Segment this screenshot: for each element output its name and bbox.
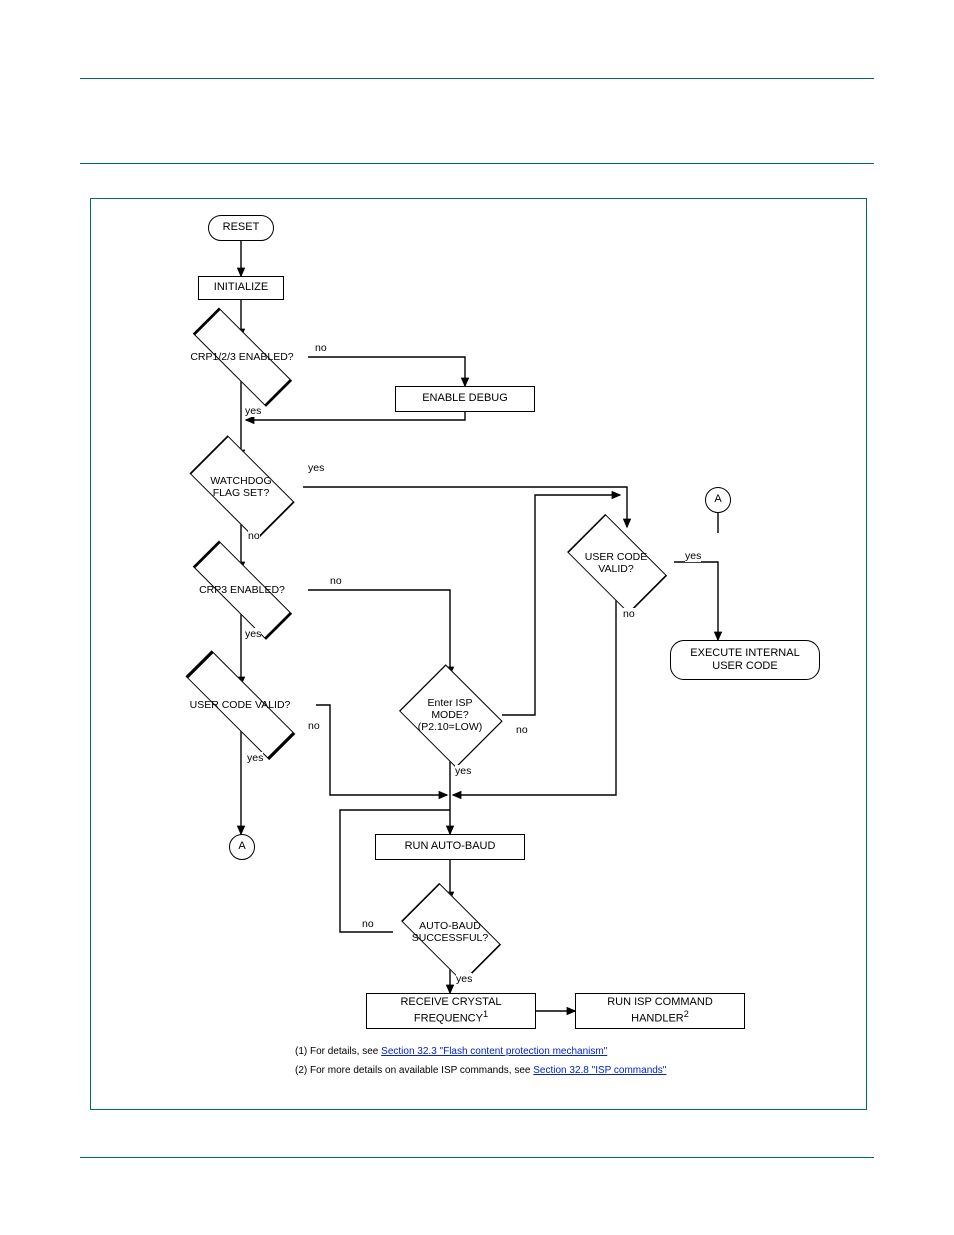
edge-ucv-left-yes: yes xyxy=(247,752,263,764)
rule-mid xyxy=(80,163,874,164)
label: A xyxy=(714,493,721,506)
label: A xyxy=(238,840,245,853)
footnote-1-link[interactable]: Section 32.3 "Flash content protection m… xyxy=(381,1046,607,1057)
edge-ab-no: no xyxy=(362,918,374,930)
label: USER CODEVALID? xyxy=(585,551,647,575)
edge-ucv-left-no: no xyxy=(308,720,320,732)
edge-isp-yes: yes xyxy=(455,765,471,777)
label: Enter ISPMODE?(P2.10=LOW) xyxy=(418,697,482,733)
edge-isp-no: no xyxy=(516,724,528,736)
node-initialize: INITIALIZE xyxy=(198,276,284,300)
edge-crp3-no: no xyxy=(330,575,342,587)
node-crp3: CRP3 ENABLED? xyxy=(172,565,312,615)
node-recv-crystal: RECEIVE CRYSTALFREQUENCY1 xyxy=(366,993,536,1029)
label: CRP1/2/3 ENABLED? xyxy=(190,351,293,363)
node-run-autobaud: RUN AUTO-BAUD xyxy=(375,834,525,860)
label: RECEIVE CRYSTALFREQUENCY1 xyxy=(400,996,501,1026)
label: RUN AUTO-BAUD xyxy=(405,840,496,853)
node-enable-debug: ENABLE DEBUG xyxy=(395,386,535,412)
edge-ucv-right-yes: yes xyxy=(685,550,701,562)
edge-watchdog-no: no xyxy=(248,530,260,542)
label: CRP3 ENABLED? xyxy=(199,584,285,596)
label: AUTO-BAUDSUCCESSFUL? xyxy=(412,920,488,944)
node-autobaud-ok: AUTO-BAUDSUCCESSFUL? xyxy=(390,895,510,969)
node-reset: RESET xyxy=(208,215,274,241)
edge-ab-yes: yes xyxy=(456,973,472,985)
rule-bot xyxy=(80,1157,874,1158)
edge-ucv-right-no: no xyxy=(623,608,635,620)
node-crp123: CRP1/2/3 ENABLED? xyxy=(172,332,312,382)
label: RESET xyxy=(223,221,260,234)
footnote-2: (2) For more details on available ISP co… xyxy=(295,1065,666,1076)
node-exec-user: EXECUTE INTERNALUSER CODE xyxy=(670,640,820,680)
edge-crp123-yes: yes xyxy=(245,405,261,417)
footnote-1: (1) For details, see Section 32.3 "Flash… xyxy=(295,1046,607,1057)
edge-crp3-yes: yes xyxy=(245,628,261,640)
label: ENABLE DEBUG xyxy=(422,392,508,405)
edge-crp123-no: no xyxy=(315,342,327,354)
label: WATCHDOGFLAG SET? xyxy=(210,475,271,499)
label: RUN ISP COMMANDHANDLER2 xyxy=(607,996,713,1026)
node-run-isp: RUN ISP COMMANDHANDLER2 xyxy=(575,993,745,1029)
label: INITIALIZE xyxy=(214,281,268,294)
node-watchdog: WATCHDOGFLAG SET? xyxy=(176,450,306,524)
edge-watchdog-yes: yes xyxy=(308,462,324,474)
node-isp-mode: Enter ISPMODE?(P2.10=LOW) xyxy=(395,670,505,760)
connector-a-left: A xyxy=(229,834,255,860)
label: EXECUTE INTERNALUSER CODE xyxy=(690,647,799,673)
node-user-code-valid-right: USER CODEVALID? xyxy=(556,526,676,600)
footnote-2-link[interactable]: Section 32.8 "ISP commands" xyxy=(533,1065,666,1076)
label: USER CODE VALID? xyxy=(190,699,291,711)
connector-a-right: A xyxy=(705,487,731,513)
node-user-code-valid-left: USER CODE VALID? xyxy=(160,680,320,730)
rule-top xyxy=(80,78,874,79)
